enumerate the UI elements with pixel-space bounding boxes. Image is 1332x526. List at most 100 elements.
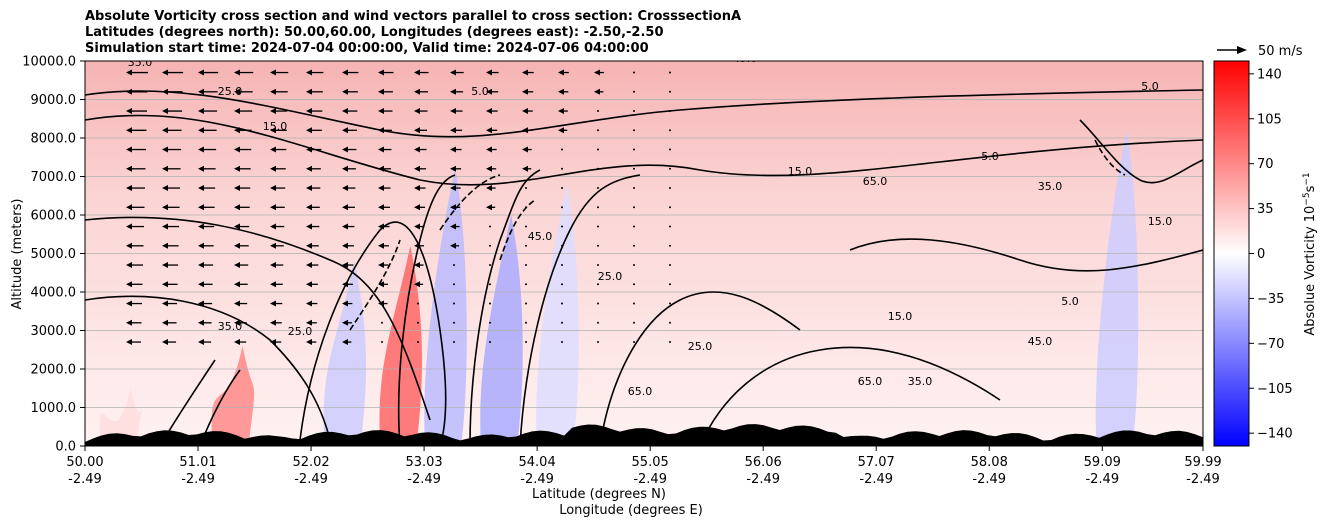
wind-vector — [597, 321, 599, 324]
wind-vector — [525, 225, 527, 228]
contour-line — [699, 346, 1001, 446]
wind-vector — [489, 244, 491, 247]
wind-vector-head — [198, 204, 204, 211]
wind-vector-head — [342, 204, 348, 211]
wind-vector-head — [198, 300, 204, 307]
wind-vector — [561, 167, 563, 170]
wind-vector — [633, 244, 635, 247]
wind-vector — [633, 206, 635, 209]
wind-vector-head — [594, 88, 600, 95]
wind-vector-head — [162, 300, 168, 307]
contour-label: 15.0 — [788, 165, 813, 178]
contour-label: 15.0 — [1148, 215, 1173, 228]
contour-line — [85, 114, 1203, 186]
wind-vector — [561, 283, 563, 286]
wind-vector — [381, 321, 383, 324]
wind-vector-head — [558, 88, 564, 95]
wind-vector — [633, 110, 635, 113]
colorbar-tick-label: 35 — [1257, 202, 1274, 217]
y-tick-label: 2000.0 — [31, 363, 77, 378]
wind-vector — [633, 283, 635, 286]
wind-vector-head — [522, 146, 528, 153]
wind-vector-head — [270, 300, 276, 307]
x-tick-label-lat: 51.01 — [179, 455, 216, 470]
contour-label: 35.0 — [128, 56, 153, 69]
wind-vector-head — [378, 69, 384, 76]
wind-vector-head — [414, 69, 420, 76]
wind-vector-head — [162, 165, 168, 172]
wind-vector-head — [198, 185, 204, 192]
wind-vector — [669, 206, 671, 209]
x-tick-label-lon: -2.49 — [746, 472, 780, 487]
wind-vector-head — [522, 165, 528, 172]
wind-vector-head — [306, 223, 312, 230]
wind-vector-head — [198, 127, 204, 134]
wind-vector-head — [306, 300, 312, 307]
contour-label: 65.0 — [628, 385, 653, 398]
wind-vector-head — [486, 69, 492, 76]
wind-vector-head — [378, 165, 384, 172]
wind-vector — [561, 206, 563, 209]
wind-vector-head — [486, 88, 492, 95]
wind-vector-head — [270, 281, 276, 288]
wind-vector — [597, 283, 599, 286]
wind-vector-head — [126, 223, 132, 230]
wind-vector — [669, 283, 671, 286]
contour-label: 45.0 — [733, 52, 758, 65]
y-tick-label: 10000.0 — [22, 55, 76, 70]
wind-vector — [525, 187, 527, 190]
wind-vector-head — [378, 242, 384, 249]
wind-vector-head — [126, 127, 132, 134]
wind-vector-head — [162, 88, 168, 95]
y-tick-label: 8000.0 — [31, 132, 77, 147]
wind-vector — [525, 264, 527, 267]
wind-vector — [597, 110, 599, 113]
wind-vector-head — [270, 223, 276, 230]
wind-vector-head — [234, 242, 240, 249]
contour-label: 35.0 — [908, 375, 933, 388]
colorbar-tick-label: 0 — [1257, 247, 1265, 262]
wind-vector — [489, 283, 491, 286]
wind-vector-head — [414, 242, 420, 249]
wind-vector-head — [450, 204, 456, 211]
wind-vector-head — [342, 185, 348, 192]
wind-vector-head — [126, 242, 132, 249]
wind-vector-head — [450, 88, 456, 95]
wind-vector-head — [306, 69, 312, 76]
wind-vector-head — [126, 165, 132, 172]
wind-vector-head — [450, 69, 456, 76]
wind-vector-head — [270, 339, 276, 346]
wind-vector-head — [198, 223, 204, 230]
wind-vector-head — [234, 223, 240, 230]
wind-vector-head — [270, 262, 276, 269]
terrain-silhouette — [85, 424, 1203, 446]
vorticity-region — [99, 388, 143, 446]
wind-vector-head — [126, 146, 132, 153]
wind-vector-head — [198, 242, 204, 249]
wind-vector-head — [522, 88, 528, 95]
wind-vector-head — [234, 69, 240, 76]
wind-vector-head — [414, 146, 420, 153]
x-tick-label-lat: 59.99 — [1184, 455, 1221, 470]
wind-vector-head — [522, 127, 528, 134]
contour-label: 45.0 — [1028, 335, 1053, 348]
wind-vector-head — [306, 146, 312, 153]
wind-vector-head — [450, 223, 456, 230]
wind-vector-head — [126, 69, 132, 76]
wind-vector-head — [414, 223, 420, 230]
wind-vector — [453, 264, 455, 267]
wind-vector-head — [378, 146, 384, 153]
wind-vector — [669, 167, 671, 170]
y-tick-label: 3000.0 — [31, 324, 77, 339]
wind-vector-head — [270, 185, 276, 192]
contour-line-negative — [1094, 139, 1126, 176]
x-tick-label-lat: 57.07 — [858, 455, 895, 470]
wind-vector-head — [558, 69, 564, 76]
wind-vector-head — [450, 127, 456, 134]
wind-vector — [417, 341, 419, 344]
wind-vector — [597, 129, 599, 132]
x-tick-label-lon: -2.49 — [68, 472, 102, 487]
contour-label: 45.0 — [528, 230, 553, 243]
wind-vector — [669, 71, 671, 74]
wind-vector-head — [162, 185, 168, 192]
